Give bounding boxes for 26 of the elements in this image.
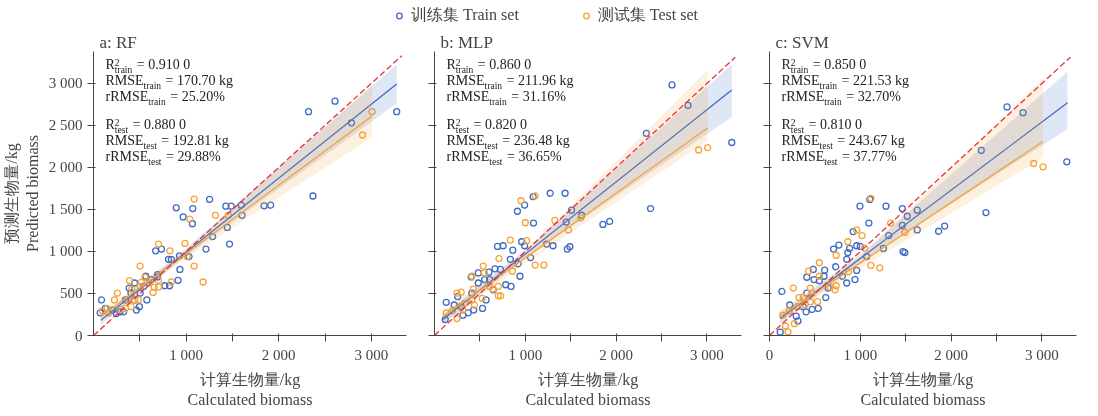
x-tick-label: 1 000 — [508, 346, 543, 363]
x-axis-title: 计算生物量/kg Calculated biomass — [860, 370, 986, 408]
x-axis-title: 计算生物量/kg Calculated biomass — [525, 370, 651, 408]
x-tick-label: 3 000 — [690, 346, 724, 363]
x-tick-label: 0 — [765, 346, 774, 363]
x-tick-label: 1 000 — [169, 346, 203, 363]
x-tick-label: 2 000 — [599, 346, 634, 363]
y-tick-label: 3 000 — [48, 75, 83, 92]
chart-title: a: RF — [99, 32, 137, 52]
y-tick-label: 2 000 — [48, 159, 83, 176]
legend-label: 测试集 Test set — [597, 4, 699, 25]
y-axis-title: 预测生物量/kg Predicted biomass — [3, 135, 41, 252]
y-tick-label: 0 — [75, 327, 83, 344]
x-tick-label: 3 000 — [354, 346, 389, 363]
y-tick-label: 1 000 — [48, 243, 83, 260]
chart-title: b: MLP — [440, 32, 493, 52]
y-tick-label: 2 500 — [48, 117, 83, 134]
x-tick-label: 3 000 — [1025, 346, 1059, 363]
x-tick-label: 1 000 — [843, 346, 878, 363]
x-tick-label: 2 000 — [261, 346, 296, 363]
y-tick-label: 1 500 — [48, 201, 83, 218]
chart-title: c: SVM — [775, 32, 829, 52]
y-tick-label: 500 — [60, 285, 83, 302]
x-axis-title: 计算生物量/kg Calculated biomass — [187, 370, 313, 408]
legend-label: 训练集 Train set — [410, 4, 519, 25]
x-tick-label: 2 000 — [934, 346, 969, 363]
